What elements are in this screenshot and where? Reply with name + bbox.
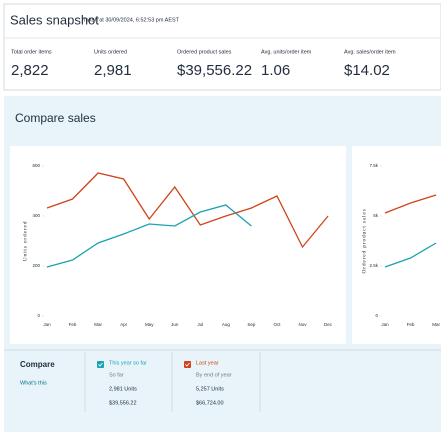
timestamp: Taken at 30/09/2024, 6:52:53 pm AEST	[83, 17, 180, 23]
y-axis-label: Ordered product sales	[361, 208, 367, 273]
metric-value: $14.02	[344, 62, 390, 79]
y-tick-label: 200	[32, 263, 40, 268]
option-units: 5,257 Units	[196, 386, 224, 392]
x-tick-label: Mar	[94, 322, 102, 327]
title: Sales snapshot	[10, 12, 99, 27]
option-units: 2,981 Units	[109, 386, 137, 392]
x-tick-label: May	[145, 322, 154, 327]
x-tick-label: Jun	[171, 322, 179, 327]
chart-card	[352, 146, 441, 344]
option-label: This year so far	[109, 360, 147, 366]
x-tick-label: Jan	[381, 322, 389, 327]
y-tick-label: 0	[375, 313, 378, 318]
metric-label: Avg. sales/order item	[344, 49, 396, 55]
checkbox[interactable]	[97, 361, 104, 368]
option-sales: $39,556.22	[109, 400, 137, 406]
x-tick-label: Aug	[222, 322, 231, 327]
option-period: So far	[109, 372, 124, 378]
x-tick-label: Jul	[197, 322, 203, 327]
y-tick-label: 600	[32, 163, 40, 168]
metric-label: Ordered product sales	[177, 49, 232, 55]
help-link[interactable]: What's this	[20, 380, 47, 386]
x-tick-label: Apr	[120, 322, 128, 327]
x-tick-label: Feb	[407, 322, 415, 327]
metric-value: 2,822	[11, 62, 49, 79]
x-tick-label: Feb	[69, 322, 77, 327]
metric-label: Avg. units/order item	[261, 49, 312, 55]
metric-value: 1.06	[261, 62, 290, 79]
metric-label: Units ordered	[94, 49, 127, 55]
checkbox[interactable]	[184, 361, 191, 368]
section-title: Compare sales	[15, 111, 96, 125]
x-tick-label: Jan	[43, 322, 51, 327]
x-tick-label: Sep	[247, 322, 256, 327]
compare-title: Compare	[20, 360, 55, 369]
series-line	[46, 204, 252, 268]
y-tick-label: 0	[37, 313, 40, 318]
snapshot-card	[3, 3, 441, 91]
metric-label: Total order items	[11, 49, 52, 55]
y-tick-label: 2.5k	[369, 263, 378, 268]
y-tick-label: 7.5k	[369, 163, 378, 168]
metric-value: $39,556.22	[177, 62, 252, 79]
chart-card	[10, 146, 346, 344]
y-tick-label: 400	[32, 213, 40, 218]
metric-value: 2,981	[94, 62, 132, 79]
check-mark	[98, 362, 103, 367]
series-line	[46, 172, 329, 249]
option-sales: $66,724.00	[196, 400, 224, 406]
x-tick-label: Mar	[432, 322, 440, 327]
option-period: By end of year	[196, 372, 232, 378]
y-axis-label: Units ordered	[22, 221, 28, 262]
series-line	[384, 242, 437, 268]
option-label: Last year	[196, 360, 219, 366]
series-line	[384, 194, 437, 214]
x-tick-label: Nov	[298, 322, 307, 327]
check-mark	[185, 362, 190, 367]
y-tick-label: 5k	[373, 213, 379, 218]
x-tick-label: Dec	[324, 322, 333, 327]
x-tick-label: Oct	[273, 322, 281, 327]
